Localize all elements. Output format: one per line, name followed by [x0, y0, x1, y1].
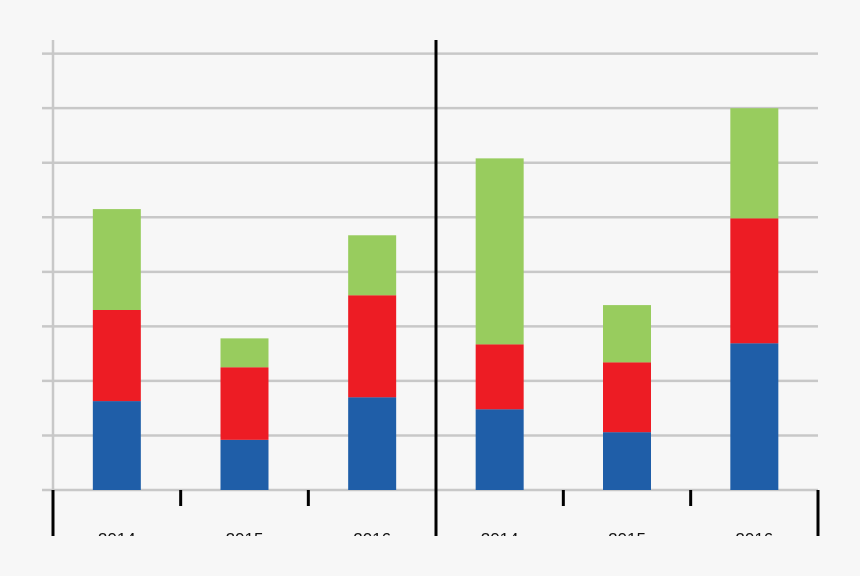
x-tick-label: 2015 [226, 529, 264, 548]
bar-segment [220, 439, 269, 490]
bar-segment [603, 305, 651, 363]
bar-segment [475, 344, 524, 410]
plot-area: 2014 2015 2016 2014 2015 2016 [42, 40, 820, 548]
bar-segment [348, 295, 397, 398]
bar-segment [730, 108, 779, 219]
x-tick-label: 2014 [481, 529, 519, 548]
bar-segment [603, 432, 651, 490]
bar-segment [730, 343, 779, 490]
bar-segment [220, 367, 269, 440]
x-tick-label: 2016 [353, 529, 391, 548]
bar-segment [603, 362, 651, 433]
bar-segment [92, 209, 141, 310]
bar-segment [92, 401, 141, 490]
x-tick-label: 2015 [608, 529, 646, 548]
bar-segment [92, 310, 141, 402]
x-tick-label: 2014 [98, 529, 136, 548]
bar-segment [475, 409, 524, 490]
bar-segment [475, 158, 524, 345]
bar-segment [348, 397, 397, 490]
bar-segment [220, 338, 269, 368]
bar-segment [730, 218, 779, 344]
x-tick-label: 2016 [735, 529, 773, 548]
bar-segment [348, 235, 397, 296]
